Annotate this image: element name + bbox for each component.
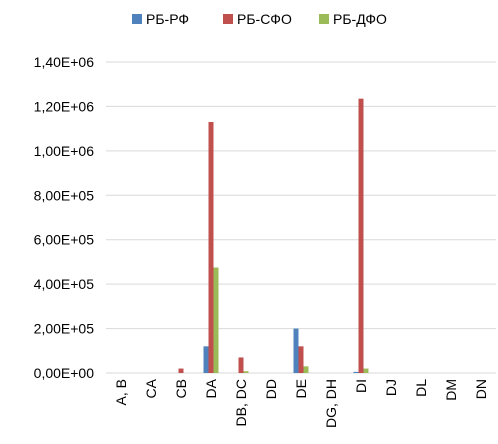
y-tick-label: 1,40E+06	[34, 54, 95, 70]
y-tick-label: 0,00E+00	[34, 365, 95, 381]
bar	[293, 328, 299, 373]
x-tick-label: DJ	[383, 379, 399, 396]
x-tick-label: DD	[263, 379, 279, 399]
bar	[213, 267, 219, 373]
x-tick-label: DM	[443, 379, 459, 401]
legend-label: РБ-ДФО	[333, 11, 387, 27]
x-tick-label: CB	[173, 379, 189, 398]
x-tick-label: DL	[413, 379, 429, 397]
x-tick-label: DB, DC	[233, 379, 249, 426]
x-tick-label: DN	[473, 379, 489, 399]
legend: РБ-РФ РБ-СФО РБ-ДФО	[132, 11, 387, 27]
bar	[203, 346, 209, 373]
legend-swatch	[132, 14, 142, 24]
y-tick-label: 1,20E+06	[34, 98, 95, 114]
bar	[298, 346, 304, 373]
legend-label: РБ-РФ	[146, 11, 189, 27]
x-tick-label: DA	[203, 378, 219, 398]
x-axis: A, B CA CB DA DB, DC DD DE DG, DH DI DJ DL DM DN	[113, 378, 489, 428]
bar	[353, 371, 359, 373]
bar	[358, 98, 364, 374]
bar	[243, 371, 249, 373]
legend-swatch	[319, 14, 329, 24]
bar	[178, 368, 184, 373]
y-tick-label: 2,00E+05	[34, 321, 95, 337]
bar	[303, 366, 309, 373]
x-tick-label: CA	[143, 378, 159, 398]
y-tick-label: 1,00E+06	[34, 143, 95, 159]
bar	[238, 357, 244, 373]
y-tick-label: 8,00E+05	[34, 187, 95, 203]
y-tick-label: 4,00E+05	[34, 276, 95, 292]
bar	[208, 121, 214, 373]
x-tick-label: A, B	[113, 379, 129, 405]
bars	[178, 98, 369, 374]
x-tick-label: DI	[353, 379, 369, 393]
legend-label: РБ-СФО	[237, 11, 292, 27]
y-axis: 0,00E+00 2,00E+05 4,00E+05 6,00E+05 8,00E+05…	[34, 54, 95, 381]
y-tick-label: 6,00E+05	[34, 232, 95, 248]
bar	[363, 368, 369, 373]
legend-swatch	[223, 14, 233, 24]
x-tick-label: DG, DH	[323, 379, 339, 428]
x-tick-label: DE	[293, 379, 309, 398]
gridlines	[106, 61, 496, 374]
